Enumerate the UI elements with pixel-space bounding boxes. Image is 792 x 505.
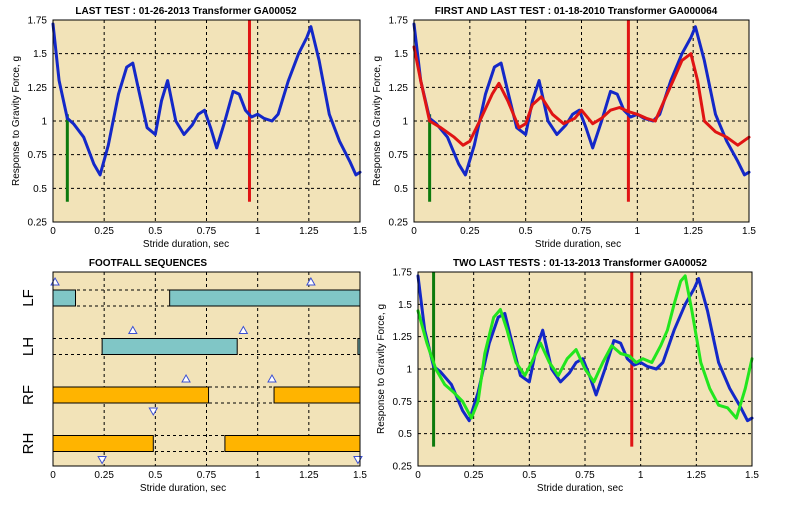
leg-label: LF xyxy=(20,289,37,307)
y-tick-label: 0.25 xyxy=(389,218,409,229)
y-tick-label: 1.75 xyxy=(389,16,409,27)
x-tick-label: 1 xyxy=(635,226,641,237)
panel-2: FIRST AND LAST TEST : 01-18-2010 Transfo… xyxy=(372,6,756,250)
x-tick-label: 0.5 xyxy=(148,226,162,237)
leg-label: RF xyxy=(20,385,37,405)
y-tick-label: 0.75 xyxy=(389,150,409,161)
x-tick-label: 0.25 xyxy=(464,470,484,481)
stance-bar xyxy=(52,386,210,404)
panel-1: LAST TEST : 01-26-2013 Transformer GA000… xyxy=(11,6,367,250)
y-tick-label: 0.5 xyxy=(398,429,412,440)
plot-frame xyxy=(417,271,753,467)
x-axis-label: Stride duration, sec xyxy=(140,483,226,494)
y-tick-label: 1.25 xyxy=(28,83,48,94)
blue-series-line xyxy=(416,274,754,423)
x-tick-label: 0.75 xyxy=(572,226,592,237)
x-tick-label: 0.25 xyxy=(94,226,114,237)
x-tick-label: 0 xyxy=(411,226,417,237)
x-tick-label: 0 xyxy=(415,470,421,481)
panel-3: FOOTFALL SEQUENCES 0 0.25 0.5 0.75 1 1.25 1.5 St… xyxy=(20,258,367,494)
chart-title: TWO LAST TESTS : 01-13-2013 Transformer … xyxy=(453,258,707,269)
contact-marker xyxy=(148,407,159,417)
x-tick-label: 0.75 xyxy=(197,470,217,481)
x-axis-label: Stride duration, sec xyxy=(537,483,623,494)
x-tick-label: 1.5 xyxy=(745,470,759,481)
x-tick-label: 0 xyxy=(50,470,56,481)
y-axis-label: Response to Gravity Force, g xyxy=(11,56,22,186)
x-tick-label: 0.5 xyxy=(522,470,536,481)
x-tick-label: 0.25 xyxy=(94,470,114,481)
stance-bar xyxy=(101,338,238,355)
x-axis-label: Stride duration, sec xyxy=(535,239,621,250)
panel-4: TWO LAST TESTS : 01-13-2013 Transformer … xyxy=(376,258,759,494)
chart-title: LAST TEST : 01-26-2013 Transformer GA000… xyxy=(75,6,297,17)
stance-bar xyxy=(52,435,154,452)
x-tick-label: 1.5 xyxy=(353,226,367,237)
x-tick-label: 1.25 xyxy=(299,226,319,237)
lift-marker xyxy=(238,325,249,334)
y-tick-label: 1.75 xyxy=(28,16,48,27)
blue-series-line xyxy=(51,22,362,177)
x-tick-label: 1 xyxy=(255,470,261,481)
x-tick-label: 1.25 xyxy=(299,470,319,481)
x-axis-label: Stride duration, sec xyxy=(143,239,229,250)
x-tick-label: 1 xyxy=(255,226,261,237)
y-tick-label: 1.5 xyxy=(398,300,412,311)
chart-title: FOOTFALL SEQUENCES xyxy=(89,258,207,269)
y-tick-label: 0.25 xyxy=(28,218,48,229)
y-tick-label: 0.25 xyxy=(393,462,413,473)
x-tick-label: 0.75 xyxy=(575,470,595,481)
x-tick-label: 1 xyxy=(638,470,644,481)
lift-marker xyxy=(127,325,138,334)
leg-label: LH xyxy=(20,337,37,356)
x-tick-label: 0.5 xyxy=(519,226,533,237)
stance-bar xyxy=(52,289,77,307)
x-tick-label: 1.5 xyxy=(742,226,756,237)
plot-frame xyxy=(52,271,361,467)
x-tick-label: 0.25 xyxy=(460,226,480,237)
y-tick-label: 1 xyxy=(402,117,408,128)
y-tick-label: 0.5 xyxy=(33,184,47,195)
y-tick-label: 1.5 xyxy=(33,49,47,60)
x-tick-label: 1.25 xyxy=(687,470,707,481)
lift-marker xyxy=(181,373,191,383)
y-axis-label: Response to Gravity Force, g xyxy=(376,304,387,434)
plot-frame xyxy=(52,19,361,223)
lift-marker xyxy=(267,373,277,383)
x-tick-label: 0 xyxy=(50,226,56,237)
y-tick-label: 1 xyxy=(406,365,412,376)
x-tick-label: 1.25 xyxy=(683,226,703,237)
stance-bar xyxy=(273,386,361,404)
y-tick-label: 1.25 xyxy=(393,332,413,343)
y-tick-label: 1.5 xyxy=(394,49,408,60)
stance-bar xyxy=(224,435,361,452)
y-axis-label: Response to Gravity Force, g xyxy=(372,56,383,186)
y-tick-label: 0.5 xyxy=(394,184,408,195)
y-tick-label: 1.75 xyxy=(393,268,413,279)
lift-marker xyxy=(306,276,316,286)
plot-frame xyxy=(413,19,750,223)
green_series-series-line xyxy=(416,274,754,420)
y-tick-label: 0.75 xyxy=(393,397,413,408)
stance-bar xyxy=(169,289,361,307)
x-tick-label: 0.75 xyxy=(197,226,217,237)
x-tick-label: 1.5 xyxy=(353,470,367,481)
leg-label: RH xyxy=(20,433,37,455)
y-tick-label: 1 xyxy=(41,117,47,128)
y-tick-label: 1.25 xyxy=(389,83,409,94)
red-series-line xyxy=(412,45,751,147)
x-tick-label: 0.5 xyxy=(148,470,162,481)
contact-marker xyxy=(97,456,107,465)
chart-title: FIRST AND LAST TEST : 01-18-2010 Transfo… xyxy=(435,6,718,17)
blue-series-line xyxy=(412,22,751,177)
y-tick-label: 0.75 xyxy=(28,150,48,161)
